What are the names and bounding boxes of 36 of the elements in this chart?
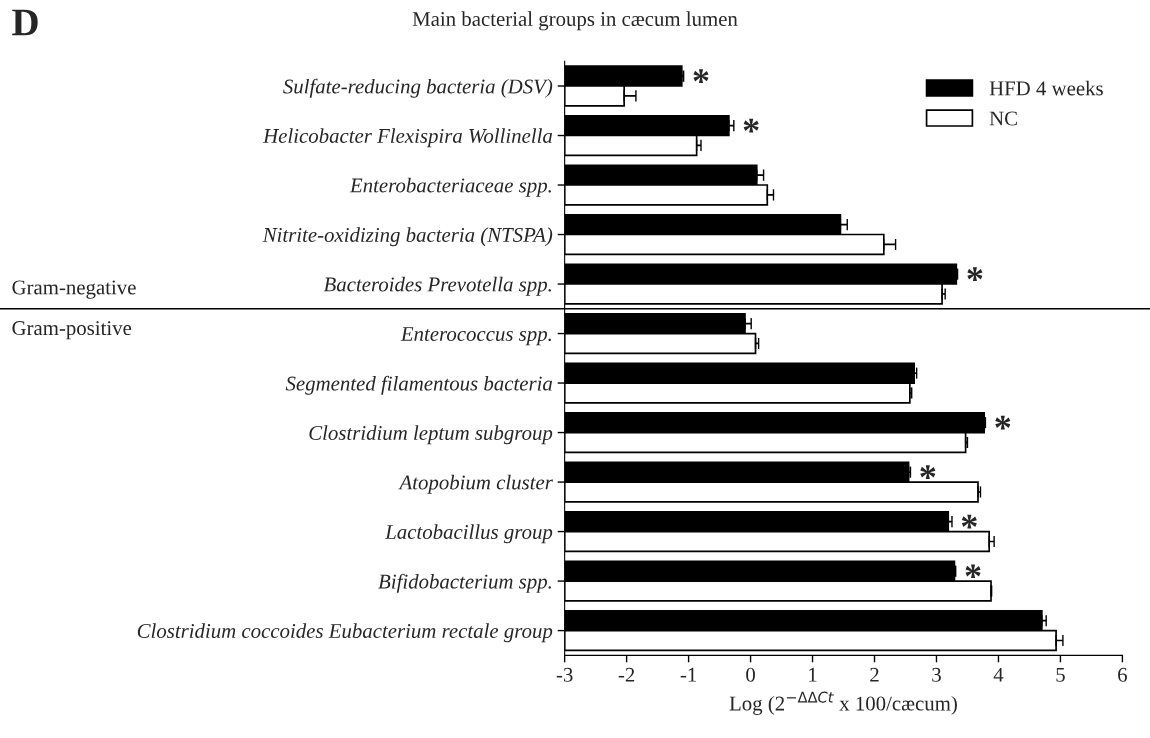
x-tick-label: 5: [1056, 667, 1065, 682]
x-tick-label: 0: [746, 667, 755, 682]
y-tick-label: Bacteroides Prevotella spp.: [323, 276, 551, 296]
y-tick-label: Enterobacteriaceae spp.: [349, 177, 551, 197]
text: Gram-negative: [12, 280, 136, 299]
annotation: *: [920, 465, 936, 479]
annotation: *: [961, 514, 977, 529]
chart-title: Main bacterial groups in cæcum lumen: [412, 11, 738, 31]
y-tick-label: Lactobacillus group: [384, 524, 553, 544]
y-tick-label: Nitrite-oxidizing bacteria (NTSPA): [262, 227, 553, 247]
text: D: [12, 9, 38, 36]
y-tick-label: Sulfate-reducing bacteria (DSV): [283, 78, 553, 98]
y-tick-label: Clostridium leptum subgroup: [309, 425, 553, 445]
annotation: *: [743, 118, 759, 133]
x-tick-label: -1: [680, 667, 697, 682]
legend-label: HFD 4 weeks: [989, 80, 1103, 96]
y-tick-label: Bifidobacterium spp.: [378, 573, 551, 593]
annotation: *: [693, 69, 709, 83]
legend-label: NC: [989, 111, 1017, 126]
x-axis-title: Log (2$^{−ΔΔCt}$ x 100/cæcum): [729, 691, 957, 715]
x-tick-label: 3: [932, 667, 941, 682]
y-tick-label: Enterococcus spp.: [400, 327, 551, 346]
y-tick-label: Segmented filamentous bacteria: [285, 375, 553, 395]
annotation: *: [967, 267, 983, 281]
x-tick-label: 1: [809, 667, 817, 682]
x-tick-label: -2: [618, 667, 635, 682]
annotation: *: [965, 564, 981, 578]
y-tick-label: Helicobacter Flexispira Wollinella: [262, 128, 553, 148]
text: Gram-positive: [12, 321, 132, 340]
y-tick-label: Atopobium cluster: [398, 474, 553, 494]
x-tick-label: 2: [870, 667, 879, 682]
x-tick-label: -3: [556, 667, 573, 682]
x-tick-label: 4: [993, 667, 1004, 682]
annotation: *: [995, 415, 1011, 430]
y-tick-label: Clostridium coccoides Eubacterium rectale group: [137, 623, 553, 643]
x-tick-label: 6: [1118, 667, 1127, 682]
